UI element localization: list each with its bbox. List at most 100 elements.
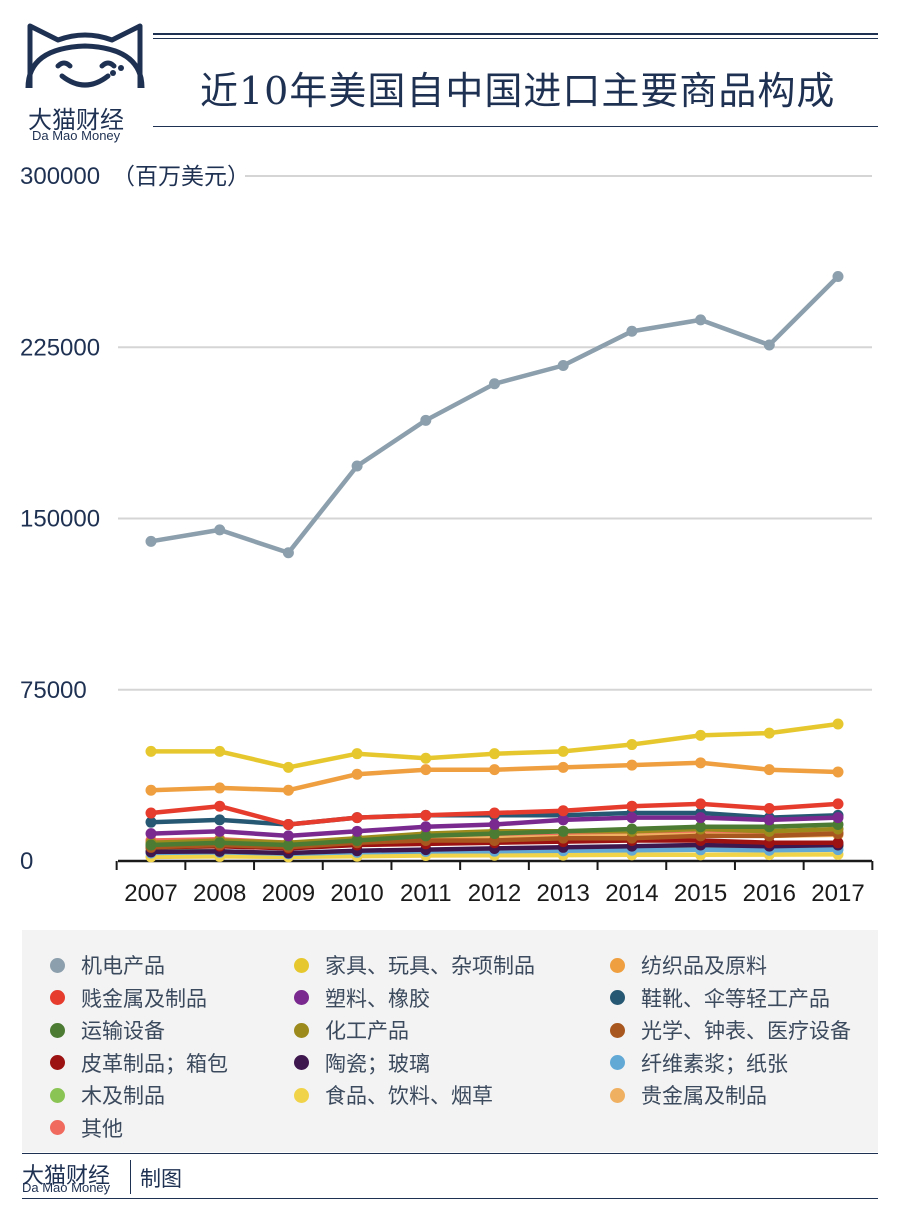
legend-label: 运输设备 xyxy=(81,1019,165,1043)
data-point xyxy=(557,805,569,817)
footer-separator xyxy=(130,1160,131,1194)
data-point xyxy=(145,535,157,547)
data-point xyxy=(282,830,294,842)
data-point xyxy=(214,837,226,849)
data-point xyxy=(763,339,775,351)
data-point xyxy=(214,814,226,826)
legend-swatch xyxy=(294,990,309,1005)
legend-item: 木及制品 xyxy=(50,1080,165,1110)
data-point xyxy=(420,752,432,764)
footer-brand-en: Da Mao Money xyxy=(22,1180,111,1195)
legend-label: 其他 xyxy=(81,1116,123,1141)
data-point xyxy=(351,825,363,837)
legend-swatch xyxy=(610,990,625,1005)
data-point xyxy=(145,816,157,828)
legend-swatch xyxy=(610,957,625,973)
data-point xyxy=(214,800,226,812)
data-point xyxy=(695,729,707,741)
x-tick-label: 2007 xyxy=(124,880,177,907)
data-point xyxy=(214,782,226,794)
data-point xyxy=(420,830,432,842)
data-point xyxy=(626,800,638,812)
x-tick-label: 2011 xyxy=(400,880,452,907)
data-point xyxy=(695,314,707,326)
x-tick-label: 2009 xyxy=(262,880,315,907)
legend-swatch xyxy=(50,1120,65,1135)
data-point xyxy=(420,809,432,821)
legend-label: 光学、钟表、医疗设备 xyxy=(641,1019,851,1043)
data-point xyxy=(557,814,569,826)
data-point xyxy=(557,360,569,372)
legend-swatch xyxy=(610,1022,625,1038)
y-tick-label: 225000 xyxy=(20,334,100,361)
legend-label: 陶瓷；玻璃 xyxy=(325,1051,430,1076)
legend-label: 纺织品及原料 xyxy=(641,954,767,978)
legend-item: 塑料、橡胶 xyxy=(294,983,430,1013)
line-chart: 0 75000 150000 225000 300000 （百万美元） 2007 2008 20… xyxy=(20,163,874,907)
legend-item: 鞋靴、伞等轻工产品 xyxy=(610,983,830,1013)
legend-swatch xyxy=(294,1022,309,1038)
brand-name-cn: 大猫财经 xyxy=(28,106,124,134)
x-tick-label: 2008 xyxy=(193,880,246,907)
data-point xyxy=(832,270,844,282)
legend-label: 塑料、橡胶 xyxy=(325,986,430,1011)
data-point xyxy=(557,825,569,837)
data-point xyxy=(145,839,157,851)
legend-label: 鞋靴、伞等轻工产品 xyxy=(641,986,830,1011)
legend-label: 机电产品 xyxy=(81,954,165,978)
data-point xyxy=(626,823,638,835)
y-tick-label: 0 xyxy=(20,848,33,875)
data-point xyxy=(282,761,294,773)
data-point xyxy=(832,837,844,849)
legend-swatch xyxy=(50,1055,65,1070)
data-point xyxy=(557,745,569,757)
legend-swatch xyxy=(610,1087,625,1103)
legend-item: 贵金属及制品 xyxy=(610,1080,767,1110)
legend-label: 食品、饮料、烟草 xyxy=(325,1084,493,1108)
data-point xyxy=(214,825,226,837)
legend-label: 化工产品 xyxy=(325,1019,409,1043)
chart-title: 近10年美国自中国进口主要商品构成 xyxy=(200,69,836,113)
legend-item: 皮革制品；箱包 xyxy=(50,1048,228,1078)
legend-item: 纺织品及原料 xyxy=(610,950,767,980)
legend-item: 机电产品 xyxy=(50,950,165,980)
data-point xyxy=(832,812,844,824)
data-point xyxy=(763,764,775,776)
legend-swatch xyxy=(294,957,309,973)
data-point xyxy=(626,325,638,337)
legend-item: 家具、玩具、杂项制品 xyxy=(294,950,535,980)
data-point xyxy=(145,807,157,819)
header-rule-top xyxy=(153,33,878,35)
data-point xyxy=(695,821,707,833)
footer-credit: 制图 xyxy=(140,1167,182,1191)
x-tick-label: 2015 xyxy=(674,880,727,907)
legend-item: 运输设备 xyxy=(50,1015,165,1045)
legend-label: 贱金属及制品 xyxy=(81,986,207,1011)
footer-brand-cn: 大猫财经 xyxy=(22,1164,111,1189)
data-point xyxy=(489,748,500,760)
data-point xyxy=(351,460,363,472)
data-point xyxy=(145,745,157,757)
data-point xyxy=(489,807,500,819)
legend-item: 纤维素浆；纸张 xyxy=(610,1048,788,1078)
header-rule-top-thin xyxy=(153,38,878,39)
legend-label: 木及制品 xyxy=(81,1084,165,1108)
header-rule-bottom xyxy=(153,126,878,127)
data-point xyxy=(832,798,844,810)
data-point xyxy=(695,757,707,769)
x-tick-label: 2014 xyxy=(605,880,658,907)
data-point xyxy=(420,821,432,833)
chart-legend: 机电产品 家具、玩具、杂项制品 纺织品及原料贱金属及制品 塑料、橡胶 鞋靴、伞等轻工产品… xyxy=(22,930,878,1152)
data-point xyxy=(626,739,638,751)
data-point xyxy=(626,812,638,824)
legend-item: 光学、钟表、医疗设备 xyxy=(610,1015,851,1045)
brand-name-en: Da Mao Money xyxy=(32,128,121,143)
legend-item: 其他 xyxy=(50,1113,123,1143)
y-tick-label: 300000 xyxy=(20,163,100,190)
data-point xyxy=(557,761,569,773)
y-tick-label: 75000 xyxy=(20,677,87,704)
legend-label: 纤维素浆；纸张 xyxy=(641,1051,788,1076)
legend-swatch xyxy=(50,957,65,973)
data-point xyxy=(351,812,363,824)
data-point xyxy=(214,745,226,757)
